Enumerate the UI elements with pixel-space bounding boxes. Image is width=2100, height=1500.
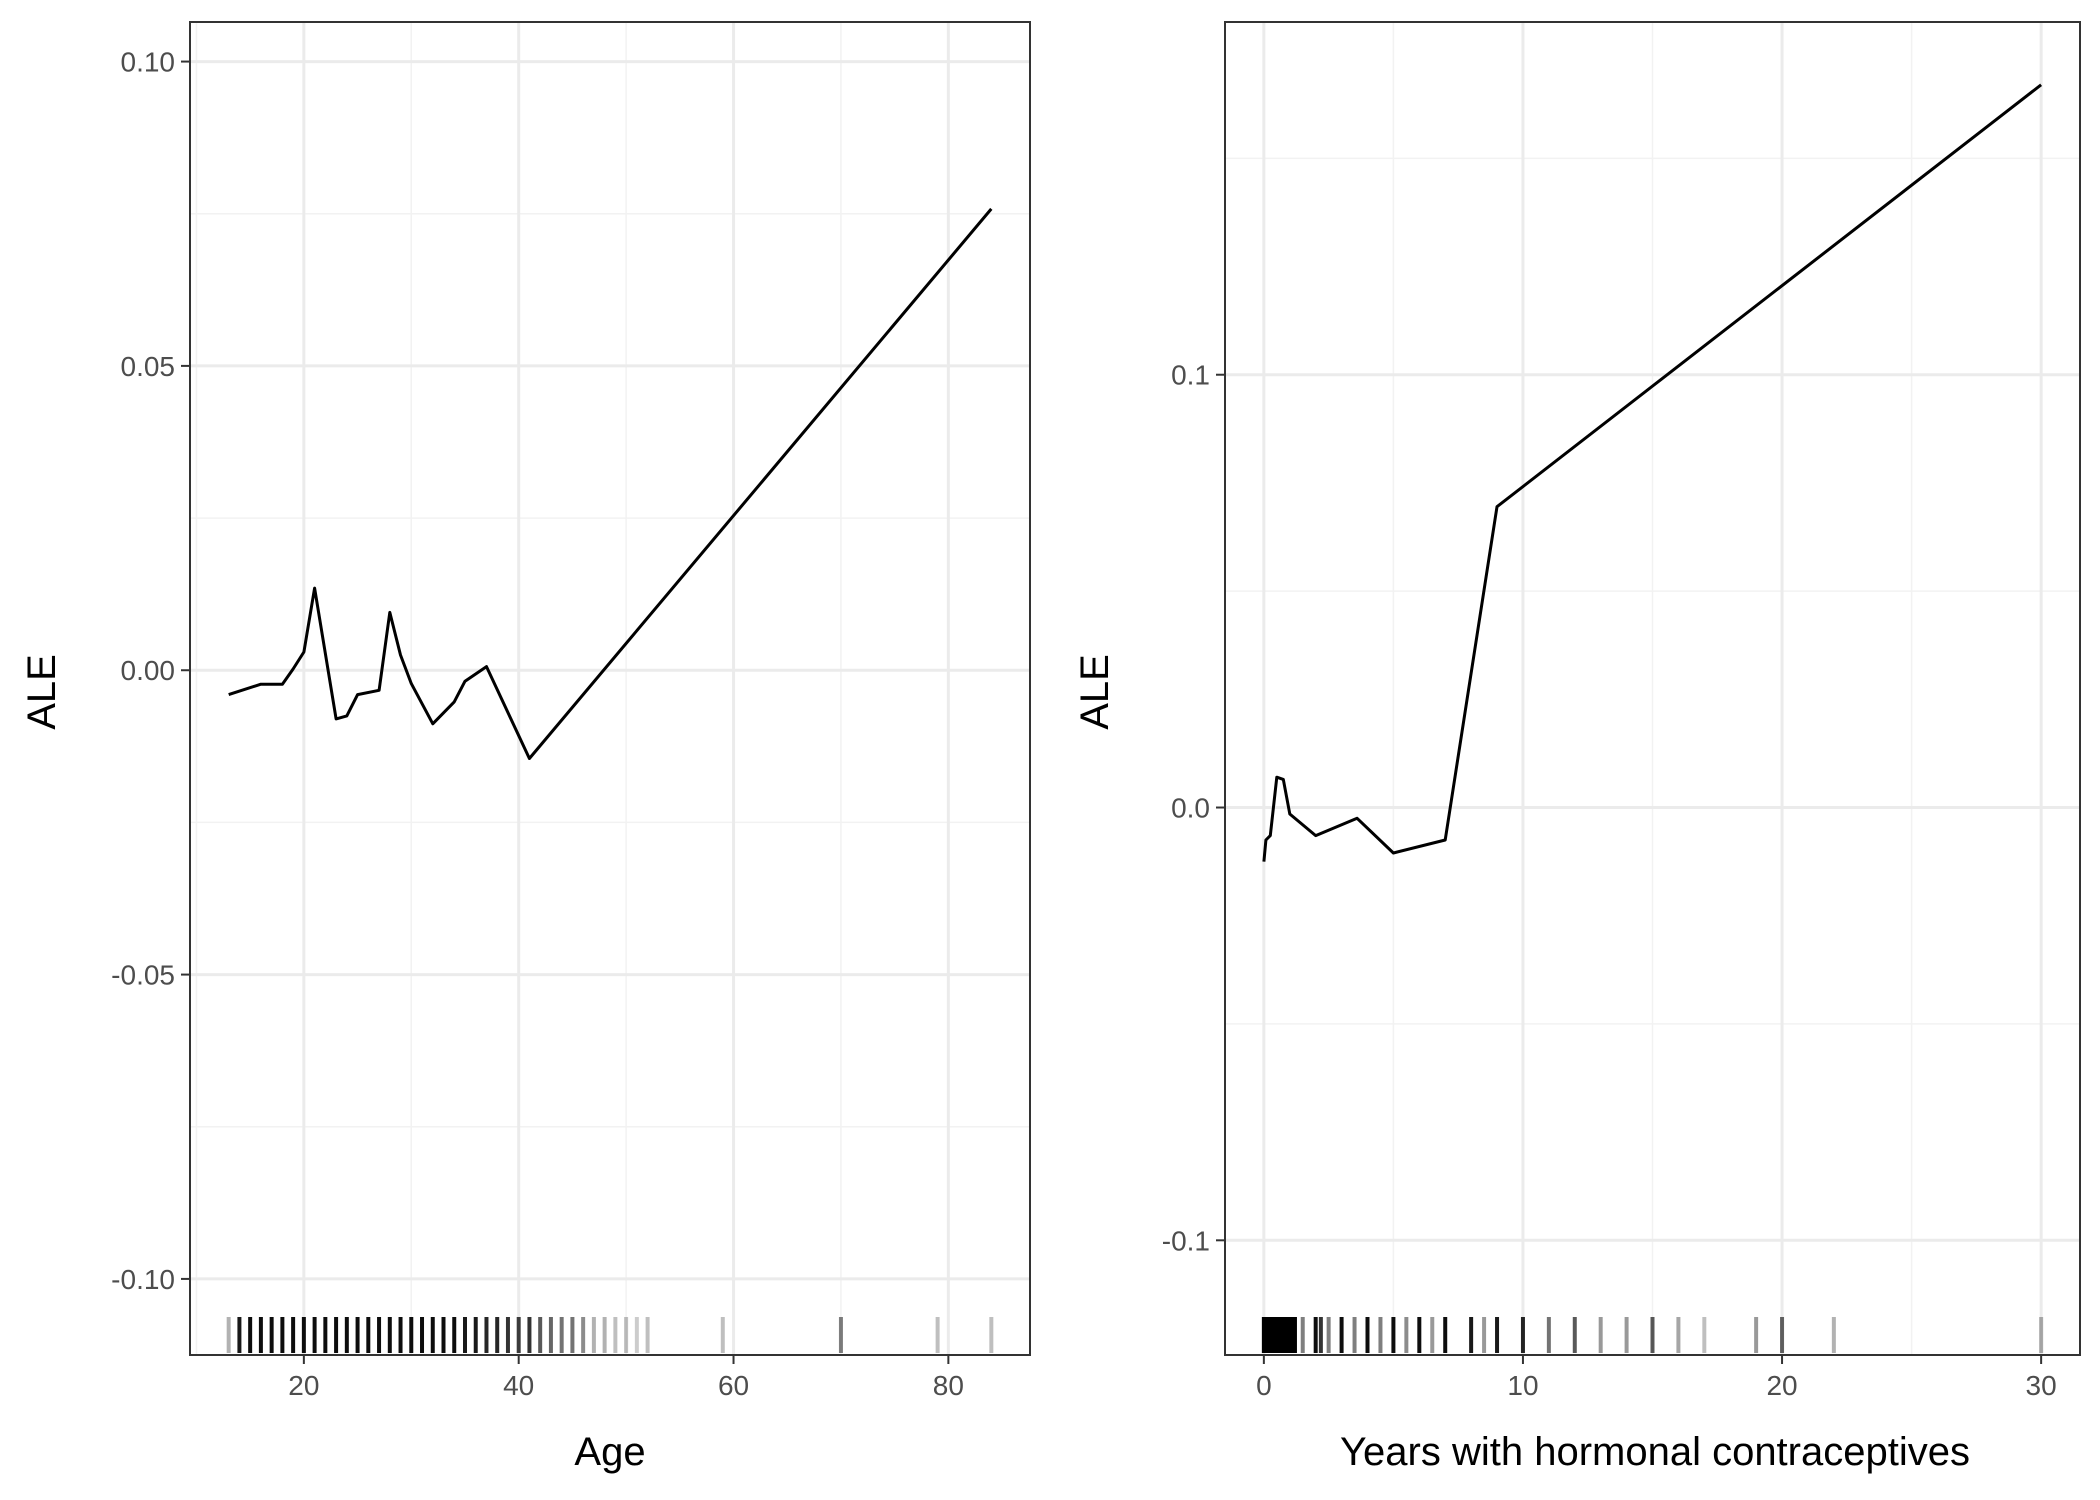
age-y-tick-label: 0.10	[121, 47, 176, 78]
contraceptives-x-tick-label: 20	[1766, 1370, 1797, 1401]
age-y-tick-label: -0.05	[111, 960, 175, 991]
contraceptives-ale-panel: 0 10 20 30 -0.1 0.0 0.1	[1162, 21, 2081, 1401]
age-x-tick-label: 40	[503, 1370, 534, 1401]
contraceptives-panel-border	[1224, 21, 2081, 1356]
age-ale-panel: 20 40 60 80 -0.10 -0.05 0.00 0.05 0.10	[111, 21, 1031, 1401]
age-panel-y-axis-title: ALE	[20, 654, 64, 730]
age-x-tick-label: 20	[288, 1370, 319, 1401]
age-y-tick-label: 0.00	[121, 655, 176, 686]
age-panel-border	[189, 21, 1031, 1356]
age-x-tick-label: 80	[933, 1370, 964, 1401]
contraceptives-ale-line	[1262, 83, 2043, 862]
contraceptives-y-tick-label: -0.1	[1162, 1225, 1210, 1256]
contraceptives-panel-x-axis-title: Years with hormonal contraceptives	[1340, 1430, 1970, 1474]
contraceptives-x-tick-label: 10	[1507, 1370, 1538, 1401]
contraceptives-x-tick-label: 30	[2026, 1370, 2057, 1401]
age-panel-x-axis-title: Age	[574, 1430, 645, 1474]
contraceptives-y-tick-label: 0.1	[1171, 360, 1210, 391]
age-plot-area	[190, 22, 1030, 1355]
age-x-tick-label: 60	[718, 1370, 749, 1401]
age-y-tick-label: 0.05	[121, 351, 176, 382]
contraceptives-x-tick-label: 0	[1256, 1370, 1272, 1401]
contraceptives-y-tick-label: 0.0	[1171, 793, 1210, 824]
contraceptives-panel-y-axis-title: ALE	[1073, 654, 1117, 730]
age-ale-line	[228, 207, 993, 760]
age-y-tick-label: -0.10	[111, 1264, 175, 1295]
